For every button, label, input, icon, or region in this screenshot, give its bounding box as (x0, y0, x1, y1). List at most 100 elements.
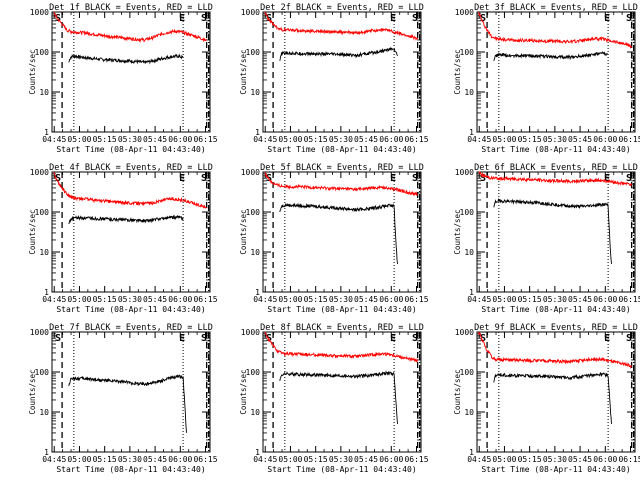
y-tick-label: 100 (246, 208, 261, 217)
x-tick-label: 05:45 (143, 295, 167, 304)
y-tick-label: 10 (39, 248, 49, 257)
x-tick-label: 04:45 (467, 135, 491, 144)
x-tick-label: 06:15 (404, 455, 428, 464)
x-tick-label: 05:15 (93, 295, 117, 304)
y-tick-label: 1 (469, 128, 474, 137)
start-marker-label: S (201, 333, 207, 344)
x-tick-label: 05:45 (354, 135, 378, 144)
plot-frame (262, 171, 422, 293)
y-tick-label: 1 (469, 288, 474, 297)
y-tick-label: 100 (35, 48, 50, 57)
x-tick-label: 05:30 (543, 295, 567, 304)
x-tick-label: 04:45 (42, 135, 66, 144)
y-axis-label: Counts/sec (239, 49, 248, 94)
panel-det-9: Det 9f BLACK = Events, RED = LLD 1 10 100 10… (453, 323, 640, 474)
x-tick-label: 06:15 (404, 295, 428, 304)
y-tick-label: 10 (464, 248, 474, 257)
y-axis-label: Counts/sec (28, 369, 37, 414)
y-tick-label: 1000 (455, 8, 474, 17)
events-series-line (493, 371, 612, 425)
x-tick-label: 04:45 (42, 455, 66, 464)
panel-title: Det 2f BLACK = Events, RED = LLD (260, 3, 424, 13)
x-axis-label: Start Time (08-Apr-11 04:43:40) (267, 305, 416, 314)
events-series-line (279, 202, 398, 265)
y-tick-label: 10 (250, 248, 260, 257)
x-tick-label: 06:00 (379, 295, 403, 304)
panel-title: Det 7f BLACK = Events, RED = LLD (49, 323, 213, 333)
y-tick-label: 100 (460, 368, 475, 377)
y-tick-label: 1000 (241, 8, 260, 17)
x-tick-label: 06:00 (379, 455, 403, 464)
panel-title: Det 9f BLACK = Events, RED = LLD (474, 323, 638, 333)
x-tick-label: 05:15 (518, 455, 542, 464)
panel-det-3: Det 3f BLACK = Events, RED = LLD 1 10 100 10… (453, 3, 640, 154)
x-tick-label: 05:15 (304, 455, 328, 464)
start-marker-label: S (626, 173, 632, 184)
end-marker-label: E (604, 333, 610, 344)
events-series-line (279, 370, 398, 425)
x-tick-label: 06:00 (593, 135, 617, 144)
x-tick-label: 05:15 (518, 135, 542, 144)
x-tick-label: 05:30 (329, 455, 353, 464)
x-axis-label: Start Time (08-Apr-11 04:43:40) (56, 305, 205, 314)
x-tick-label: 05:00 (492, 455, 516, 464)
y-tick-label: 1000 (241, 168, 260, 177)
y-tick-label: 10 (464, 88, 474, 97)
start-marker-label: S (626, 13, 632, 24)
end-marker-label: E (179, 173, 185, 184)
x-tick-label: 05:00 (492, 135, 516, 144)
lld-series-line (264, 331, 419, 363)
x-tick-label: 04:45 (253, 135, 277, 144)
x-tick-label: 06:00 (593, 455, 617, 464)
x-tick-label: 05:45 (354, 295, 378, 304)
x-tick-label: 04:45 (467, 295, 491, 304)
x-tick-label: 06:15 (193, 295, 217, 304)
panel-title: Det 5f BLACK = Events, RED = LLD (260, 163, 424, 173)
x-tick-label: 05:15 (518, 295, 542, 304)
x-tick-label: 05:00 (278, 295, 302, 304)
start-marker-label: S (201, 13, 207, 24)
x-tick-label: 05:30 (118, 455, 142, 464)
x-tick-label: 04:45 (253, 295, 277, 304)
x-tick-label: 05:15 (304, 295, 328, 304)
x-tick-label: 06:15 (618, 135, 640, 144)
y-tick-label: 1 (255, 288, 260, 297)
end-marker-label: E (390, 13, 396, 24)
x-tick-label: 05:00 (492, 295, 516, 304)
y-tick-label: 1 (255, 128, 260, 137)
events-series-line (68, 53, 184, 65)
panel-det-5: Det 5f BLACK = Events, RED = LLD 1 10 100 10… (239, 163, 429, 314)
plot-frame (476, 11, 636, 133)
y-axis-label: Counts/sec (453, 369, 462, 414)
panel-det-2: Det 2f BLACK = Events, RED = LLD 1 10 100 10… (239, 3, 429, 154)
x-tick-label: 06:00 (168, 295, 192, 304)
lld-series-line (478, 11, 633, 49)
y-tick-label: 1000 (455, 168, 474, 177)
y-tick-label: 100 (35, 208, 50, 217)
x-tick-label: 06:00 (168, 455, 192, 464)
y-axis-label: Counts/sec (453, 49, 462, 94)
y-tick-label: 10 (39, 88, 49, 97)
start-marker-label: S (480, 13, 486, 24)
lld-series-line (264, 171, 418, 197)
start-marker-label: S (201, 173, 207, 184)
x-tick-label: 05:00 (278, 135, 302, 144)
panel-title: Det 4f BLACK = Events, RED = LLD (49, 163, 213, 173)
events-series-line (68, 214, 184, 225)
x-tick-label: 06:15 (618, 455, 640, 464)
y-tick-label: 100 (460, 48, 475, 57)
x-tick-label: 05:00 (67, 135, 91, 144)
lld-series-line (53, 11, 208, 43)
x-tick-label: 05:45 (143, 135, 167, 144)
x-axis-label: Start Time (08-Apr-11 04:43:40) (267, 145, 416, 154)
y-tick-label: 1000 (30, 328, 49, 337)
start-marker-label: S (412, 13, 418, 24)
panel-det-1: Det 1f BLACK = Events, RED = LLD 1 10 100 10… (28, 3, 218, 154)
x-tick-label: 05:15 (93, 455, 117, 464)
x-tick-label: 05:00 (278, 455, 302, 464)
start-marker-label: S (480, 173, 486, 184)
y-axis-label: Counts/sec (28, 49, 37, 94)
start-marker-label: S (412, 173, 418, 184)
events-series-line (68, 374, 187, 433)
y-tick-label: 10 (464, 408, 474, 417)
